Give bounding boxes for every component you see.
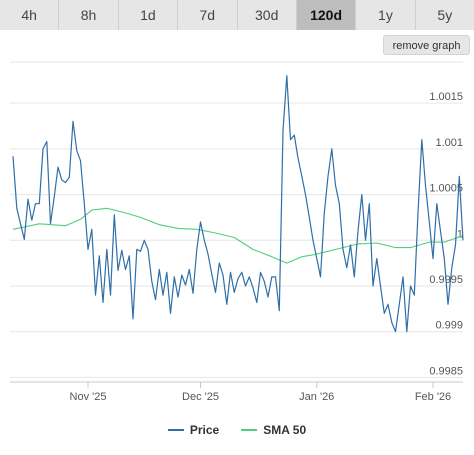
tab-1y[interactable]: 1y	[356, 0, 416, 30]
y-tick-label: 1.001	[435, 137, 463, 149]
x-tick-label: Jan '26	[299, 391, 334, 403]
legend-item-price[interactable]: Price	[167, 421, 220, 439]
tab-5y[interactable]: 5y	[415, 0, 474, 30]
y-tick-label: 1.0015	[429, 91, 463, 103]
remove-graph-button[interactable]: remove graph	[383, 35, 470, 55]
x-axis: Nov '25 Dec '25 Jan '26 Feb '26	[10, 381, 463, 403]
tab-7d[interactable]: 7d	[178, 0, 238, 30]
x-tick-label: Feb '26	[415, 391, 451, 403]
y-tick-label: 0.999	[435, 320, 463, 332]
series	[12, 75, 464, 333]
tab-30d[interactable]: 30d	[237, 0, 297, 30]
legend-label-sma-50: SMA 50	[263, 423, 307, 437]
tab-1d[interactable]: 1d	[118, 0, 179, 30]
tab-4h[interactable]: 4h	[0, 0, 60, 30]
y-tick-label: 0.9985	[429, 365, 463, 377]
y-tick-label: 1.0005	[429, 183, 463, 195]
x-tick-label: Dec '25	[182, 391, 219, 403]
legend: Price SMA 50	[0, 421, 474, 439]
legend-item-sma-50[interactable]: SMA 50	[241, 421, 306, 439]
x-tick-label: Nov '25	[70, 391, 107, 403]
legend-label-price: Price	[189, 423, 220, 437]
gridlines	[10, 61, 463, 378]
y-tick-label: 1	[457, 228, 463, 240]
legend-swatch-sma-50	[241, 429, 258, 431]
tab-8h[interactable]: 8h	[59, 0, 119, 30]
series-line-price	[12, 75, 464, 333]
time-range-tabs: 4h 8h 1d 7d 30d 120d 1y 5y	[0, 0, 474, 30]
tab-120d[interactable]: 120d	[296, 0, 357, 30]
series-line-sma-50	[12, 207, 464, 264]
legend-swatch-price	[167, 429, 184, 431]
